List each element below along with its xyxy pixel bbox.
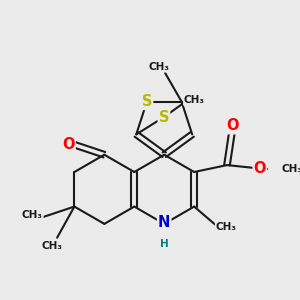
Text: O: O xyxy=(254,161,266,176)
Text: CH₃: CH₃ xyxy=(148,61,169,72)
Text: O: O xyxy=(62,137,75,152)
Text: CH₃: CH₃ xyxy=(22,210,43,220)
Text: CH₃: CH₃ xyxy=(216,222,237,232)
Text: CH₃: CH₃ xyxy=(281,164,300,173)
Text: CH₃: CH₃ xyxy=(42,241,63,250)
Text: N: N xyxy=(158,215,170,230)
Text: CH₃: CH₃ xyxy=(184,95,205,105)
Text: S: S xyxy=(159,110,169,124)
Text: H: H xyxy=(160,239,169,249)
Text: S: S xyxy=(142,94,152,109)
Text: O: O xyxy=(226,118,239,133)
